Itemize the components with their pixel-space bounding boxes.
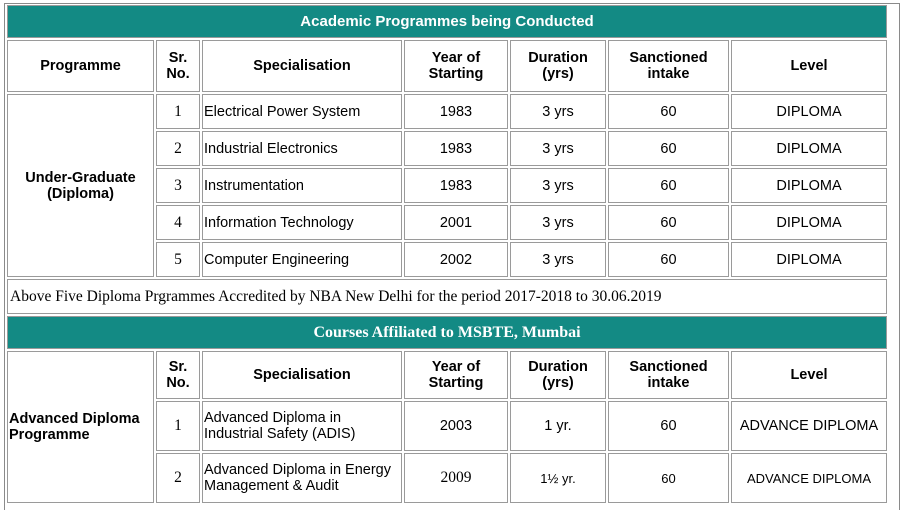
specialisation-text: Advanced Diploma in Energy Management & … — [204, 462, 391, 494]
header-level: Level — [731, 40, 887, 92]
year-cell: 2003 — [404, 401, 508, 451]
header-programme: Programme — [7, 40, 154, 92]
level-cell: DIPLOMA — [731, 168, 887, 203]
programme-advanced-diploma: Advanced Diploma Programme — [7, 351, 154, 503]
sr-no-cell: 3 — [156, 168, 200, 203]
level-cell: DIPLOMA — [731, 205, 887, 240]
header-year-text: Year of Starting — [428, 359, 484, 391]
specialisation-cell: Electrical Power System — [202, 94, 402, 129]
level-cell: DIPLOMA — [731, 94, 887, 129]
header-year-text: Year of Starting — [428, 50, 484, 82]
duration-cell: 1 yr. — [510, 401, 606, 451]
duration-cell: 1½ yr. — [510, 453, 606, 503]
duration-cell: 3 yrs — [510, 205, 606, 240]
sr-no-cell: 1 — [156, 401, 200, 451]
year-cell: 1983 — [404, 131, 508, 166]
programme-advanced-diploma-text: Advanced Diploma Programme — [9, 411, 140, 443]
header-intake-text: Sanctioned intake — [629, 50, 708, 82]
level-cell: ADVANCE DIPLOMA — [731, 401, 887, 451]
header-specialisation: Specialisation — [202, 40, 402, 92]
year-cell: 2009 — [404, 453, 508, 503]
specialisation-cell: Industrial Electronics — [202, 131, 402, 166]
specialisation-cell: Instrumentation — [202, 168, 402, 203]
table-row: Under-Graduate (Diploma) 1 Electrical Po… — [7, 94, 887, 277]
header-level: Level — [731, 351, 887, 399]
programme-ug-diploma: Under-Graduate (Diploma) — [7, 94, 154, 277]
specialisation-cell: Information Technology — [202, 205, 402, 240]
intake-cell: 60 — [608, 242, 729, 277]
year-cell: 1983 — [404, 168, 508, 203]
level-cell: DIPLOMA — [731, 131, 887, 166]
sr-no-cell: 4 — [156, 205, 200, 240]
header-intake: Sanctioned intake — [608, 351, 729, 399]
programme-ug-diploma-text: Under-Graduate (Diploma) — [25, 169, 136, 202]
sr-no-cell: 5 — [156, 242, 200, 277]
header-duration: Duration (yrs) — [510, 40, 606, 92]
year-cell: 2001 — [404, 205, 508, 240]
section1-title: Academic Programmes being Conducted — [7, 5, 887, 38]
header-sr-no: Sr. No. — [156, 40, 200, 92]
specialisation-cell: Advanced Diploma in Industrial Safety (A… — [202, 401, 402, 451]
programmes-table: Academic Programmes being Conducted Prog… — [5, 3, 889, 505]
year-cell: 2002 — [404, 242, 508, 277]
specialisation-cell: Computer Engineering — [202, 242, 402, 277]
duration-cell: 3 yrs — [510, 94, 606, 129]
header-sr-no-text: Sr. No. — [166, 359, 190, 391]
header-duration: Duration (yrs) — [510, 351, 606, 399]
header-year: Year of Starting — [404, 40, 508, 92]
sr-no-cell: 2 — [156, 453, 200, 503]
header-duration-text: Duration (yrs) — [528, 359, 588, 391]
header-intake-text: Sanctioned intake — [629, 359, 708, 391]
intake-cell: 60 — [608, 205, 729, 240]
duration-cell: 3 yrs — [510, 131, 606, 166]
level-cell: ADVANCE DIPLOMA — [731, 453, 887, 503]
table-row: 5 Computer Engineering 2002 3 yrs 60 DIP… — [7, 242, 887, 277]
table-row: 4 Information Technology 2001 3 yrs 60 D… — [7, 205, 887, 240]
table-row: 2 Industrial Electronics 1983 3 yrs 60 D… — [7, 131, 887, 166]
table-row: 3 Instrumentation 1983 3 yrs 60 DIPLOMA — [7, 168, 887, 203]
header-sr-no: Sr. No. — [156, 351, 200, 399]
header-year: Year of Starting — [404, 351, 508, 399]
intake-cell: 60 — [608, 131, 729, 166]
accreditation-note: Above Five Diploma Prgrammes Accredited … — [7, 279, 887, 314]
intake-cell: 60 — [608, 453, 729, 503]
section2-title: Courses Affiliated to MSBTE, Mumbai — [7, 316, 887, 349]
page-frame — [4, 3, 900, 510]
level-cell: DIPLOMA — [731, 242, 887, 277]
sr-no-cell: 1 — [156, 94, 200, 129]
specialisation-text: Advanced Diploma in Industrial Safety (A… — [204, 410, 356, 442]
sr-no-cell: 2 — [156, 131, 200, 166]
duration-cell: 3 yrs — [510, 168, 606, 203]
year-cell: 1983 — [404, 94, 508, 129]
specialisation-cell: Advanced Diploma in Energy Management & … — [202, 453, 402, 503]
duration-cell: 3 yrs — [510, 242, 606, 277]
header-duration-text: Duration (yrs) — [528, 50, 588, 82]
header-specialisation: Specialisation — [202, 351, 402, 399]
header-intake: Sanctioned intake — [608, 40, 729, 92]
intake-cell: 60 — [608, 168, 729, 203]
table-row: 1 Advanced Diploma in Industrial Safety … — [7, 401, 887, 451]
intake-cell: 60 — [608, 94, 729, 129]
table-row: 2 Advanced Diploma in Energy Management … — [7, 453, 887, 503]
header-sr-no-text: Sr. No. — [166, 50, 190, 82]
intake-cell: 60 — [608, 401, 729, 451]
